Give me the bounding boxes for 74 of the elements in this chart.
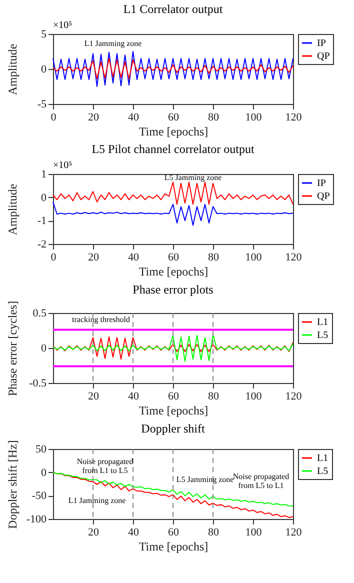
chart-title: L1 Correlator output [123, 2, 224, 16]
legend-label: QP [317, 191, 330, 202]
y-axis-title: Amplitude [6, 184, 20, 236]
x-tick-label: 0 [50, 112, 57, 124]
y-tick-label: -1 [37, 215, 46, 228]
legend-label: L1 [317, 317, 328, 328]
line-series [52, 472, 294, 506]
chart-title: L5 Pilot channel correlator output [92, 142, 255, 156]
chart-title: Doppler shift [141, 422, 206, 436]
y-tick-label: 0 [41, 466, 47, 479]
y-tick-label: -5 [37, 98, 47, 110]
x-tick-label: 80 [208, 390, 220, 402]
x-tick-label: 80 [208, 252, 220, 264]
legend-label: IP [317, 178, 326, 189]
x-axis-title: Time [epochs] [138, 264, 208, 278]
legend-label: IP [317, 38, 326, 49]
line-series [52, 51, 294, 87]
y-tick-label: 0.5 [32, 308, 47, 320]
y-tick-label: 50 [36, 444, 47, 456]
y-tick-label: 0 [41, 342, 47, 354]
annotation: L1 Jamming zone [84, 39, 142, 48]
x-tick-label: 60 [168, 390, 180, 402]
line-series [52, 58, 294, 80]
x-tick-label: 120 [285, 390, 302, 402]
x-tick-label: 80 [208, 112, 220, 124]
x-tick-label: 100 [245, 112, 262, 124]
x-tick-label: 60 [168, 112, 180, 124]
y-tick-label: -50 [32, 490, 47, 502]
x-tick-label: 80 [208, 526, 220, 538]
x-axis-title: Time [epochs] [138, 124, 208, 138]
x-tick-label: 120 [285, 252, 302, 264]
annotation: Noise propagated from L5 to L1 [232, 472, 290, 490]
y-tick-label: 0 [41, 192, 47, 204]
x-tick-label: 120 [285, 526, 302, 538]
x-tick-label: 100 [245, 252, 262, 264]
line-series [52, 182, 294, 205]
y-tick-label: 5 [41, 28, 47, 40]
x-tick-label: 40 [128, 252, 140, 264]
legend-label: L5 [317, 330, 328, 341]
y-tick-label: 0 [41, 64, 47, 76]
annotation: L1 Jamming zone [68, 496, 126, 505]
x-tick-label: 120 [285, 112, 302, 124]
legend-label: L5 [317, 466, 328, 477]
text: ×10⁵ [53, 160, 72, 171]
chart-title: Phase error plots [132, 282, 214, 296]
x-tick-label: 60 [168, 526, 180, 538]
legend-label: QP [317, 51, 330, 62]
x-tick-label: 20 [88, 526, 100, 538]
line-series [52, 202, 294, 226]
y-axis-title: Amplitude [6, 44, 20, 96]
x-tick-label: 20 [88, 112, 100, 124]
y-tick-label: -2 [37, 238, 46, 250]
y-axis-title: Phase error [cycles] [6, 300, 20, 396]
x-tick-label: 100 [245, 390, 262, 402]
annotation: Noise propagated from L1 to L5 [76, 457, 134, 475]
x-axis-title: Time [epochs] [138, 540, 208, 554]
x-tick-label: 60 [168, 252, 180, 264]
annotation: L5 Jamming zone [176, 475, 234, 484]
text: ×10⁵ [53, 20, 72, 31]
x-axis-title: Time [epochs] [138, 404, 208, 418]
x-tick-label: 40 [128, 390, 140, 402]
annotation: L5 Jamming zone [164, 173, 222, 182]
legend-label: L1 [317, 453, 328, 464]
x-tick-label: 0 [50, 252, 57, 264]
x-tick-label: 40 [128, 112, 140, 124]
x-tick-label: 20 [88, 390, 100, 402]
x-tick-label: 20 [88, 252, 100, 264]
y-tick-label: -0.5 [29, 378, 47, 390]
y-tick-label: 1 [41, 168, 46, 180]
y-axis-title: Doppler shift [Hz] [6, 440, 20, 529]
x-tick-label: 40 [128, 526, 140, 538]
x-tick-label: 100 [245, 526, 262, 538]
annotation: tracking threshold [72, 315, 130, 324]
y-tick-label: -100 [26, 514, 47, 526]
